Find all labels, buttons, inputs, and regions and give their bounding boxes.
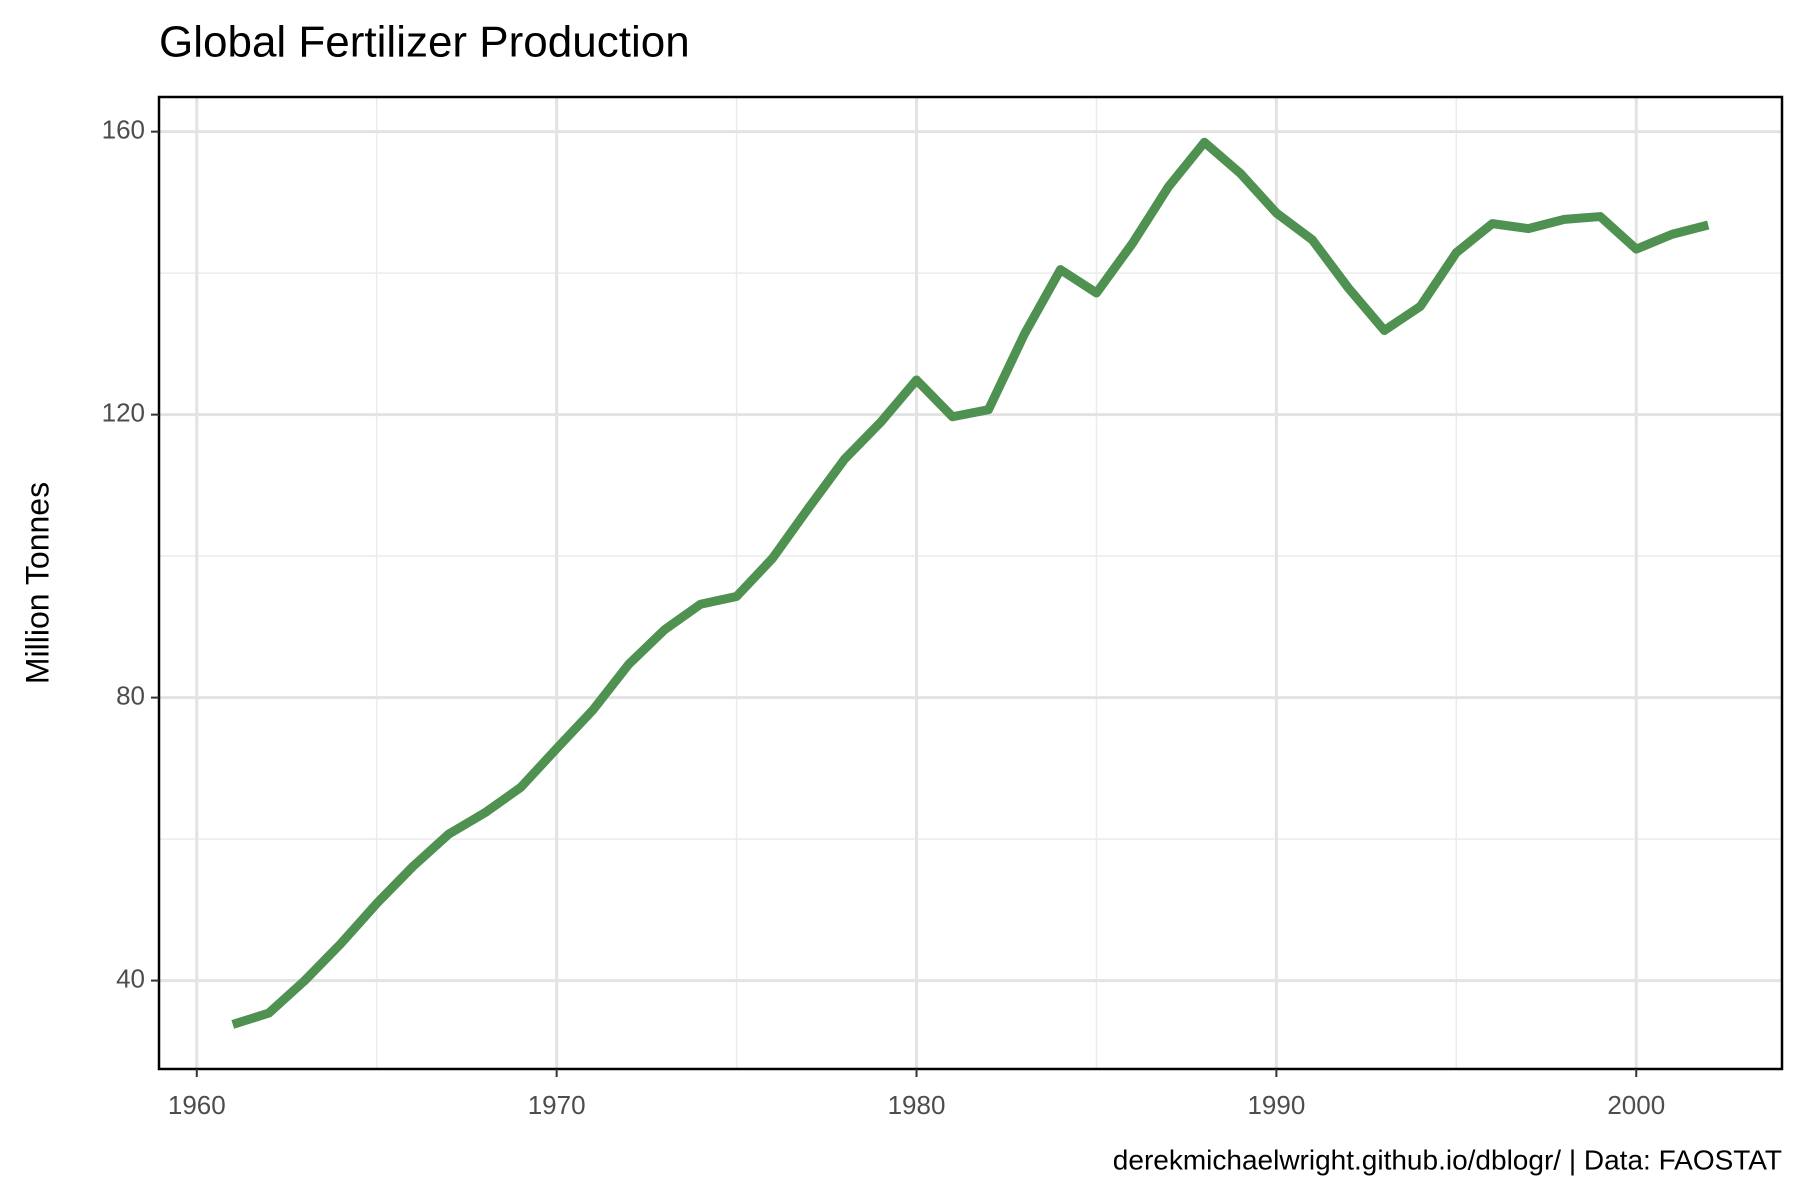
y-tick-label: 80 [116, 680, 145, 710]
chart-title: Global Fertilizer Production [159, 18, 690, 67]
grid [159, 97, 1782, 1069]
x-tick-label: 1980 [888, 1090, 946, 1120]
y-tick-label: 120 [102, 398, 145, 428]
x-tick-label: 1970 [528, 1090, 586, 1120]
x-tick-label: 2000 [1607, 1090, 1665, 1120]
y-tick-label: 40 [116, 963, 145, 993]
plot [231, 137, 1710, 1029]
x-tick-label: 1990 [1247, 1090, 1305, 1120]
y-tick-label: 160 [102, 115, 145, 145]
panel-border [157, 95, 1784, 1071]
data-line [231, 137, 1710, 1029]
caption: derekmichaelwright.github.io/dblogr/ | D… [1113, 1144, 1782, 1175]
axes: 40 80 120 160 1960 1970 1980 1990 2000 [102, 115, 1666, 1120]
x-tick-label: 1960 [168, 1090, 226, 1120]
y-axis-label: Million Tonnes [19, 482, 55, 684]
